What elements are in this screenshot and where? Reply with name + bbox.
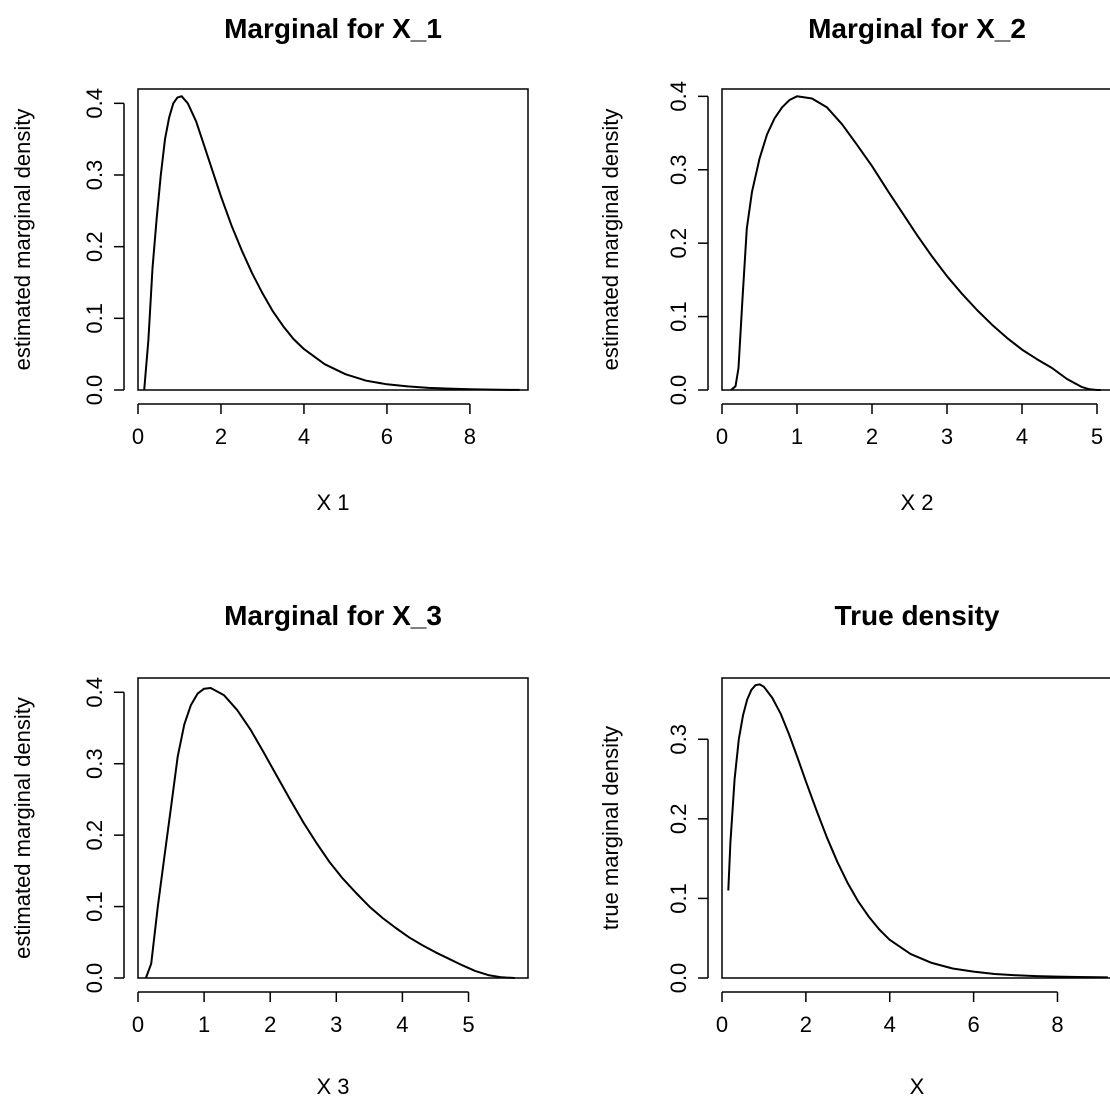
y-tick-label: 0.2 xyxy=(82,231,107,262)
x-tick-label: 2 xyxy=(866,424,878,449)
y-tick-label: 0.1 xyxy=(666,883,691,914)
x-tick-label: 0 xyxy=(716,1012,728,1037)
plot-frame xyxy=(137,677,529,979)
y-tick-label: 0.0 xyxy=(82,963,107,994)
x-tick-label: 4 xyxy=(1016,424,1028,449)
x-tick-label: 5 xyxy=(462,1012,474,1037)
y-tick-label: 0.0 xyxy=(82,375,107,406)
y-axis-title: estimated marginal density xyxy=(10,109,35,371)
x-tick-label: 2 xyxy=(215,424,227,449)
x-tick-label: 5 xyxy=(1091,424,1103,449)
x-tick-label: 4 xyxy=(298,424,310,449)
chart-panel-1: Marginal for X_1 0 2 4 6 8 0.0 0.1 0.2 0.3 0.4 X 1 e… xyxy=(10,13,529,515)
x-tick-label: 6 xyxy=(967,1012,979,1037)
y-tick-label: 0.3 xyxy=(666,154,691,185)
y-tick-label: 0.0 xyxy=(666,963,691,994)
x-tick-label: 0 xyxy=(132,424,144,449)
y-axis-title: estimated marginal density xyxy=(10,697,35,959)
plot-frame xyxy=(137,88,529,391)
chart-panel-3: Marginal for X_3 0 1 2 3 4 5 0.0 0.1 0.2 0.3 0.4 X 3… xyxy=(10,600,529,1099)
y-tick-label: 0.2 xyxy=(666,228,691,259)
x-tick-label: 3 xyxy=(941,424,953,449)
x-axis-title: X 1 xyxy=(316,490,349,515)
y-tick-label: 0.2 xyxy=(666,804,691,835)
y-tick-label: 0.1 xyxy=(82,891,107,922)
y-tick-label: 0.4 xyxy=(82,677,107,708)
x-tick-label: 1 xyxy=(198,1012,210,1037)
density-curve xyxy=(730,95,1101,391)
x-tick-label: 1 xyxy=(791,424,803,449)
x-tick-label: 0 xyxy=(132,1012,144,1037)
x-axis-title: X 3 xyxy=(316,1074,349,1099)
chart-panel-2: Marginal for X_2 0 1 2 3 4 5 0.0 0.1 0.2 0.3 0.4 X 2… xyxy=(598,13,1110,515)
chart-title: Marginal for X_3 xyxy=(224,600,442,631)
x-tick-label: 8 xyxy=(464,424,476,449)
y-tick-label: 0.3 xyxy=(666,724,691,755)
density-curve xyxy=(727,683,1108,979)
plot-frame xyxy=(721,677,1110,979)
x-tick-label: 0 xyxy=(716,424,728,449)
y-axis-title: estimated marginal density xyxy=(598,109,623,371)
y-tick-label: 0.2 xyxy=(82,820,107,851)
y-axis-title: true marginal density xyxy=(598,726,623,930)
x-tick-label: 6 xyxy=(381,424,393,449)
x-tick-label: 2 xyxy=(264,1012,276,1037)
y-tick-label: 0.0 xyxy=(666,375,691,406)
plot-frame xyxy=(721,88,1110,391)
y-tick-label: 0.1 xyxy=(666,301,691,332)
x-tick-label: 4 xyxy=(884,1012,896,1037)
x-tick-label: 3 xyxy=(330,1012,342,1037)
y-tick-label: 0.4 xyxy=(82,88,107,119)
x-tick-label: 8 xyxy=(1051,1012,1063,1037)
y-tick-label: 0.3 xyxy=(82,748,107,779)
y-tick-label: 0.1 xyxy=(82,303,107,334)
density-curve xyxy=(143,95,520,391)
y-tick-label: 0.4 xyxy=(666,81,691,112)
chart-title: Marginal for X_1 xyxy=(224,13,442,44)
x-axis-title: X 2 xyxy=(900,490,933,515)
x-tick-label: 2 xyxy=(800,1012,812,1037)
chart-title: Marginal for X_2 xyxy=(808,13,1026,44)
chart-title: True density xyxy=(835,600,1000,631)
x-axis-title: X xyxy=(910,1074,925,1099)
y-tick-label: 0.3 xyxy=(82,160,107,191)
density-curve xyxy=(144,687,515,979)
x-tick-label: 4 xyxy=(396,1012,408,1037)
